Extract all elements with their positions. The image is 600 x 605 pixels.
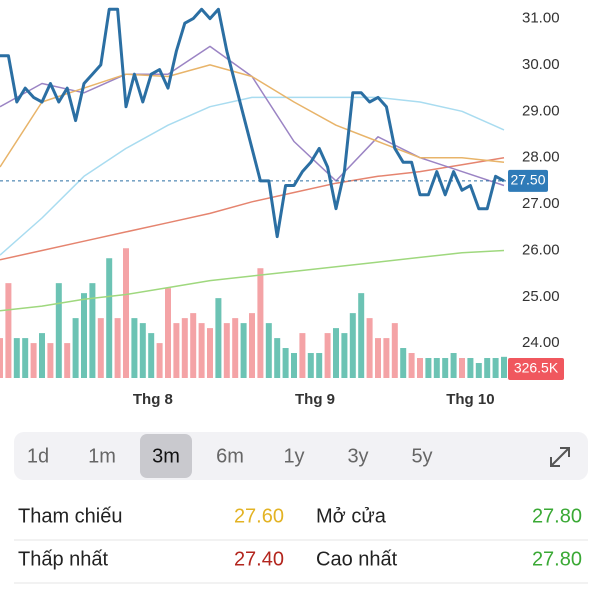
- volume-bar: [190, 313, 197, 378]
- volume-bar: [358, 293, 365, 378]
- volume-bar: [450, 353, 457, 378]
- volume-bar: [249, 313, 255, 378]
- volume-bar: [207, 328, 213, 378]
- stat-label: Mở cửa: [316, 505, 387, 527]
- volume-bar: [13, 338, 20, 378]
- ma-line: [0, 96, 505, 256]
- price-line: [0, 7, 505, 239]
- volume-bar: [366, 318, 373, 378]
- y-tick-label: 28.00: [522, 149, 560, 166]
- volume-bar: [383, 338, 390, 378]
- x-tick-label: Thg 10: [446, 391, 494, 408]
- volume-bar: [291, 353, 297, 378]
- volume-bar: [467, 358, 474, 378]
- volume-bar: [232, 318, 239, 378]
- last-volume-label: 326.5K: [514, 360, 559, 376]
- range-button[interactable]: 3m: [152, 445, 180, 467]
- range-button[interactable]: 5y: [411, 445, 432, 467]
- stat-label: Cao nhất: [316, 548, 398, 570]
- volume-bar: [282, 348, 289, 378]
- volume-bar: [417, 358, 423, 378]
- y-tick-label: 26.00: [522, 241, 560, 258]
- volume-bar: [89, 283, 96, 378]
- y-tick-label: 29.00: [522, 102, 560, 119]
- volume-bar: [341, 333, 348, 378]
- volume-bar: [165, 288, 171, 378]
- volume-bar: [47, 343, 54, 378]
- volume-bar: [408, 353, 415, 378]
- volume-bar: [442, 358, 449, 378]
- volume-bar: [333, 328, 339, 378]
- volume-bar: [484, 358, 491, 378]
- y-tick-label: 31.00: [522, 10, 560, 27]
- volume-bar: [274, 338, 281, 378]
- expand-icon[interactable]: [550, 447, 570, 467]
- stat-value: 27.80: [532, 505, 582, 527]
- volume-bar: [299, 333, 306, 378]
- volume-bar: [64, 343, 71, 378]
- volume-bar: [265, 323, 272, 378]
- volume-bar: [22, 338, 29, 378]
- volume-bar: [181, 318, 188, 378]
- x-tick-label: Thg 9: [295, 391, 335, 408]
- range-button[interactable]: 1d: [27, 445, 49, 467]
- volume-bar: [223, 323, 230, 378]
- range-button[interactable]: 1m: [88, 445, 116, 467]
- y-tick-label: 25.00: [522, 288, 560, 305]
- ma-line: [0, 249, 505, 312]
- range-button[interactable]: 6m: [216, 445, 244, 467]
- volume-bar: [173, 323, 180, 378]
- stat-value: 27.60: [234, 505, 284, 527]
- volume-bar: [324, 333, 331, 378]
- volume-bar: [114, 318, 121, 378]
- y-tick-label: 30.00: [522, 56, 560, 73]
- volume-bar: [215, 298, 222, 378]
- stat-value: 27.80: [532, 548, 582, 570]
- volume-bar: [391, 323, 398, 378]
- stat-label: Tham chiếu: [18, 505, 123, 527]
- volume-bar: [156, 343, 163, 378]
- volume-bar: [81, 293, 87, 378]
- volume-bar: [240, 323, 247, 378]
- volume-bar: [307, 353, 314, 378]
- volume-bar: [72, 318, 79, 378]
- volume-bar: [375, 338, 381, 378]
- volume-bar: [97, 318, 104, 378]
- volume-bar: [0, 338, 3, 378]
- y-tick-label: 24.00: [522, 334, 560, 351]
- volume-bar: [148, 333, 155, 378]
- volume-bar: [492, 358, 499, 378]
- volume-bar: [400, 348, 407, 378]
- volume-bar: [123, 248, 129, 378]
- volume-bar: [501, 356, 507, 378]
- volume-bar: [55, 283, 62, 378]
- ma-line: [0, 156, 505, 261]
- volume-bar: [139, 323, 146, 378]
- range-button[interactable]: 1y: [283, 445, 304, 467]
- last-price-box: [508, 169, 548, 192]
- volume-bar: [198, 323, 205, 378]
- volume-bar: [257, 268, 264, 378]
- volume-bar: [349, 313, 356, 378]
- volume-bar: [30, 343, 37, 378]
- volume-bar: [39, 333, 45, 378]
- volume-bar: [5, 283, 12, 378]
- volume-bar: [316, 353, 323, 378]
- stat-label: Thấp nhất: [18, 548, 109, 570]
- volume-bar: [475, 363, 482, 378]
- range-button[interactable]: 3y: [347, 445, 368, 467]
- volume-bar: [459, 358, 465, 378]
- volume-bar: [106, 258, 113, 378]
- last-volume-box: [508, 358, 564, 380]
- last-price-label: 27.50: [510, 172, 545, 188]
- volume-bar: [131, 318, 138, 378]
- volume-bar: [433, 358, 440, 378]
- range-selected: [140, 434, 192, 478]
- y-tick-label: 27.00: [522, 195, 560, 212]
- stat-value: 27.40: [234, 548, 284, 570]
- x-tick-label: Thg 8: [133, 391, 173, 408]
- volume-bar: [425, 358, 432, 378]
